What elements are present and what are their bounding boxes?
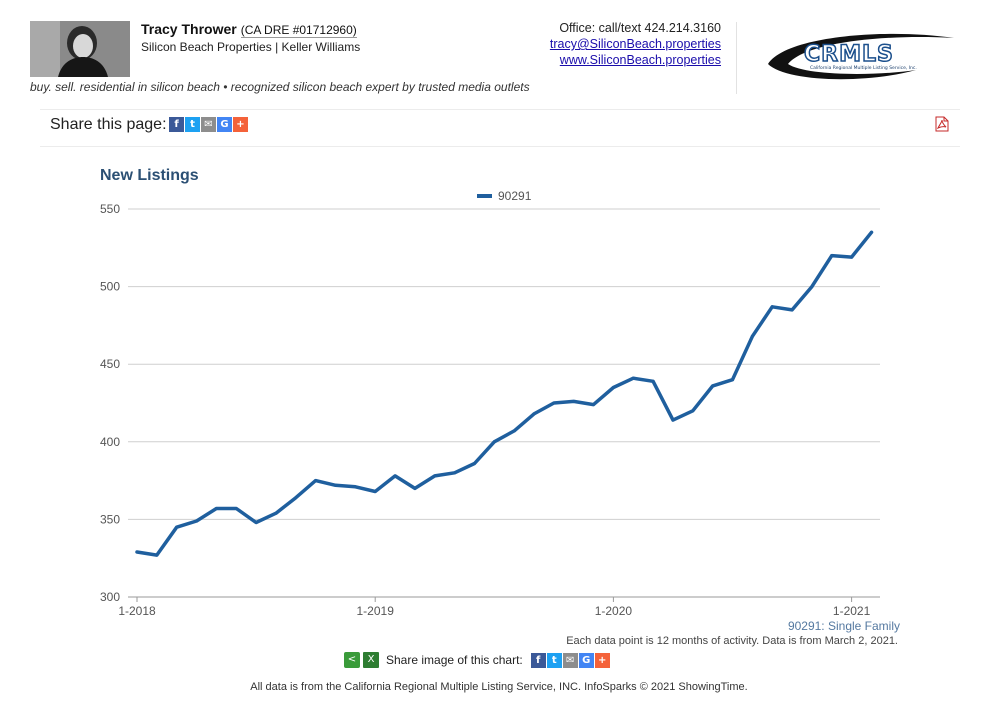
x-tick-label: 1-2018 xyxy=(118,604,156,618)
grid xyxy=(128,208,880,598)
data-point xyxy=(195,519,199,523)
data-point xyxy=(334,483,337,487)
twitter-icon[interactable]: t xyxy=(546,652,562,668)
facebook-icon[interactable]: f xyxy=(169,117,184,133)
data-point xyxy=(433,474,437,478)
share-page-icons: f t ✉ G + xyxy=(169,116,249,134)
data-point xyxy=(611,385,615,389)
crmls-logo: CRMLS California Regional Multiple Listi… xyxy=(766,30,956,80)
data-point xyxy=(631,376,635,380)
data-point xyxy=(472,462,476,466)
y-tick-label: 300 xyxy=(100,590,120,604)
data-point xyxy=(731,378,734,382)
share-image-label: Share image of this chart: xyxy=(386,653,523,667)
data-point xyxy=(393,474,397,478)
email-icon[interactable]: ✉ xyxy=(201,117,216,133)
data-point xyxy=(750,334,754,338)
pdf-icon[interactable] xyxy=(934,116,950,132)
y-tick-label: 400 xyxy=(100,435,120,449)
email-icon[interactable]: ✉ xyxy=(562,652,578,668)
contact-block: Office: call/text 424.214.3160 tracy@Sil… xyxy=(550,20,721,68)
data-point xyxy=(711,384,715,388)
data-point xyxy=(592,403,596,407)
x-tick-label: 1-2020 xyxy=(595,604,633,618)
data-point xyxy=(353,485,357,489)
data-point xyxy=(830,254,834,258)
logo-text: CRMLS xyxy=(804,42,894,67)
data-note: Each data point is 12 months of activity… xyxy=(566,635,898,647)
header-divider xyxy=(736,22,737,94)
footer-credit: All data is from the California Regional… xyxy=(250,681,748,693)
agent-name-text: Tracy Thrower xyxy=(141,21,237,37)
data-point xyxy=(512,429,516,433)
divider xyxy=(40,109,960,110)
logo-subtext: California Regional Multiple Listing Ser… xyxy=(810,65,917,71)
data-point xyxy=(234,507,238,511)
data-point xyxy=(373,489,377,493)
data-point xyxy=(532,412,536,416)
image-share-bar: < X Share image of this chart: f t ✉ G + xyxy=(344,652,611,668)
x-tick-label: 1-2019 xyxy=(357,604,395,618)
plus-icon[interactable]: + xyxy=(233,117,248,133)
data-point xyxy=(175,525,179,529)
data-point xyxy=(572,399,576,403)
agent-tagline: buy. sell. residential in silicon beach … xyxy=(30,80,530,94)
y-tick-label: 500 xyxy=(100,280,120,294)
agent-dre: (CA DRE #01712960) xyxy=(240,23,357,38)
agent-company: Silicon Beach Properties | Keller Willia… xyxy=(141,40,361,54)
data-point xyxy=(869,230,873,234)
excel-icon[interactable]: X xyxy=(363,652,379,668)
email-link[interactable]: tracy@SiliconBeach.properties xyxy=(549,37,721,51)
legend: 90291 xyxy=(477,189,532,203)
data-point xyxy=(850,255,854,259)
series-label-note: 90291: Single Family xyxy=(787,619,900,633)
data-point xyxy=(671,418,675,422)
chart-title: New Listings xyxy=(100,167,199,184)
data-point xyxy=(254,521,258,525)
series-line xyxy=(135,230,874,557)
y-tick-label: 450 xyxy=(100,357,120,371)
google-icon[interactable]: G xyxy=(217,117,232,133)
series-90291 xyxy=(135,230,874,557)
data-point xyxy=(453,471,457,475)
share-icon[interactable]: < xyxy=(344,652,360,668)
website-link[interactable]: www.SiliconBeach.properties xyxy=(559,53,721,67)
data-point xyxy=(770,305,774,309)
y-tick-label: 550 xyxy=(100,202,120,216)
x-tick-label: 1-2021 xyxy=(833,604,871,618)
data-point xyxy=(274,511,278,515)
facebook-icon[interactable]: f xyxy=(530,652,546,668)
data-point xyxy=(413,486,417,490)
agent-photo xyxy=(30,21,130,77)
data-point xyxy=(294,496,298,500)
plus-icon[interactable]: + xyxy=(594,652,610,668)
legend-label: 90291 xyxy=(498,189,532,203)
divider xyxy=(40,146,960,147)
data-point xyxy=(492,440,496,444)
twitter-icon[interactable]: t xyxy=(185,117,200,133)
data-point xyxy=(790,308,794,312)
data-point xyxy=(651,379,655,383)
axes: 300 350 400 450 500 550 1-2018 1-2019 1-2020 1-20… xyxy=(100,202,871,618)
data-point xyxy=(552,401,556,405)
data-point xyxy=(135,550,139,554)
google-icon[interactable]: G xyxy=(578,652,594,668)
data-point xyxy=(314,479,318,483)
data-point xyxy=(214,507,218,511)
data-point xyxy=(810,285,814,289)
share-page-label: Share this page: xyxy=(50,116,167,133)
office-phone: Office: call/text 424.214.3160 xyxy=(559,21,721,35)
data-point xyxy=(691,409,695,413)
data-point xyxy=(155,553,159,557)
y-tick-label: 350 xyxy=(100,512,120,526)
agent-name: Tracy Thrower (CA DRE #01712960) xyxy=(141,21,357,38)
